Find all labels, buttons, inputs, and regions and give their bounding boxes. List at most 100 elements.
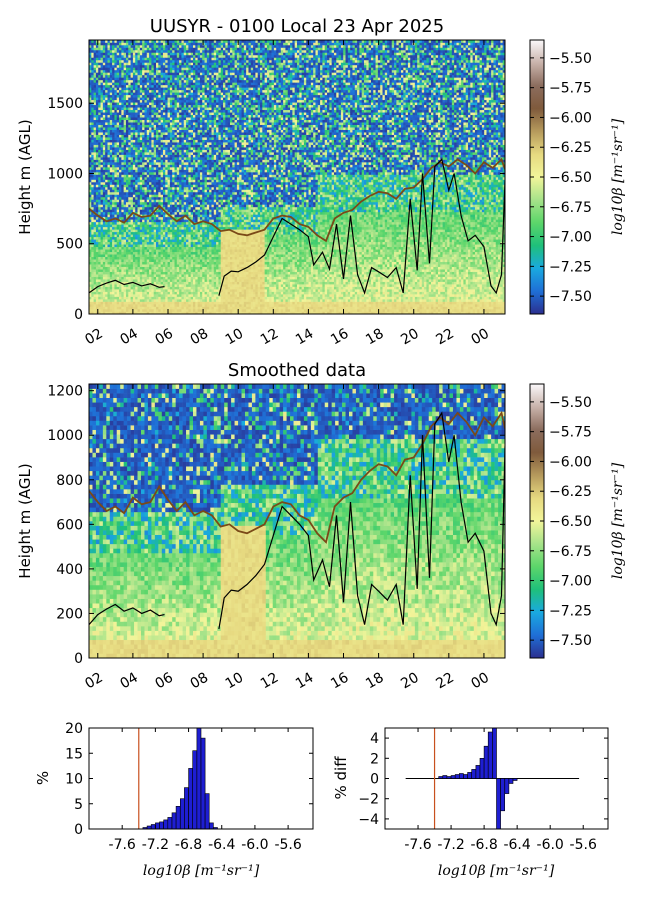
x-tick-label: -5.6 (274, 837, 301, 853)
x-tick-label: 12 (258, 670, 281, 693)
colorbar-tick-label: −7.25 (549, 603, 592, 619)
x-tick-label: -7.6 (109, 837, 136, 853)
x-tick-label: 16 (328, 326, 352, 349)
x-tick-label: -7.2 (437, 837, 464, 853)
histogram-bar (204, 793, 210, 830)
panel2-title: Smoothed data (228, 360, 366, 381)
colorbar-tick-label: −6.75 (549, 544, 592, 560)
histogram-bar (471, 769, 477, 779)
colorbar-tick-label: −7.25 (549, 259, 592, 275)
histogram-bar (458, 773, 464, 779)
colorbar-tick-label: −5.50 (549, 395, 592, 411)
panel2-ylabel: Height m (AGL) (16, 463, 34, 578)
y-tick-label: 0 (74, 651, 83, 667)
panel1-lines (89, 157, 505, 296)
histogram-bar (479, 757, 485, 779)
y-tick-label: 600 (56, 517, 83, 533)
histogram-bar (475, 765, 481, 779)
histogram-bar (450, 775, 456, 779)
x-tick-label: 20 (398, 670, 421, 693)
y-tick-label: 20 (65, 721, 83, 737)
panel1-colorbar-label: log10β [m⁻¹sr⁻¹] (610, 118, 626, 235)
colorbar-tick-label: −6.00 (549, 110, 592, 126)
x-tick-label: 02 (82, 670, 105, 693)
x-tick-label: 10 (223, 326, 246, 349)
histogram-bar (155, 822, 160, 830)
x-tick-label: 16 (328, 670, 352, 693)
y-tick-label: 1000 (47, 166, 83, 182)
histogram-bar (467, 772, 473, 779)
histogram-bar (454, 774, 460, 779)
histogram-bar (442, 775, 448, 779)
y-tick-label: 800 (56, 473, 83, 489)
panel1-frame (88, 39, 506, 315)
histogram-bar (483, 745, 489, 779)
colorbar-tick-label: −7.50 (549, 289, 592, 305)
colorbar-tick-label: −6.50 (549, 514, 592, 530)
difference-frame (384, 727, 609, 830)
x-tick-label: -6.4 (503, 837, 530, 853)
y-tick-label: 1000 (47, 428, 83, 444)
colorbar-tick-label: −6.75 (549, 200, 592, 216)
colorbar-tick-label: −7.00 (549, 230, 592, 246)
colorbar-tick-label: −5.75 (549, 425, 592, 441)
x-tick-label: -6.0 (537, 837, 564, 853)
boundary-layer-line (89, 158, 505, 296)
x-tick-label: -6.8 (470, 837, 497, 853)
x-tick-label: 22 (433, 326, 456, 349)
y-tick-label: −4 (358, 812, 379, 828)
x-tick-label: 20 (398, 326, 421, 349)
x-tick-label: 00 (468, 670, 491, 693)
aerosol-layer-line (89, 410, 505, 544)
colorbar-tick-label: −6.25 (549, 140, 592, 156)
histogram-bar (500, 778, 506, 812)
x-tick-label: 06 (153, 670, 177, 693)
x-tick-label: 04 (117, 670, 141, 693)
y-tick-label: 200 (56, 606, 83, 622)
y-tick-label: 0 (370, 772, 379, 788)
x-tick-label: 14 (293, 670, 317, 693)
x-tick-label: -7.2 (142, 837, 169, 853)
colorbar-tick-label: −6.50 (549, 170, 592, 186)
histogram-ylabel: % (34, 771, 52, 785)
colorbar-tick-label: −6.25 (549, 484, 592, 500)
x-tick-label: 08 (188, 670, 211, 693)
y-tick-label: 500 (56, 237, 83, 253)
histogram-bar (171, 812, 177, 830)
x-tick-label: 04 (117, 326, 141, 349)
x-tick-label: 06 (153, 326, 177, 349)
histogram-bar (504, 778, 510, 794)
histogram-bar (192, 750, 198, 830)
histogram-bar (496, 778, 501, 830)
histogram-bar (188, 768, 194, 830)
y-tick-label: −2 (358, 792, 379, 808)
histogram-bar (184, 787, 189, 830)
y-tick-label: 5 (74, 797, 83, 813)
histogram-bar (200, 737, 206, 830)
y-tick-label: 4 (370, 731, 379, 747)
x-tick-label: -5.6 (570, 837, 597, 853)
aerosol-layer-line (89, 157, 505, 243)
x-tick-label: 02 (82, 326, 105, 349)
y-tick-label: 0 (74, 307, 83, 323)
y-tick-label: 400 (56, 562, 83, 578)
colorbar-tick-label: −7.00 (549, 574, 592, 590)
x-tick-label: 18 (363, 670, 386, 693)
panel2-axes: 02 04 06 08 10 12 14 16 18 20 22 000200400600800100… (47, 384, 505, 693)
y-tick-label: 10 (65, 772, 83, 788)
panel1-title: UUSYR - 0100 Local 23 Apr 2025 (150, 16, 444, 37)
histogram-bar (167, 817, 173, 830)
x-tick-label: 18 (363, 326, 386, 349)
panel2-lines (89, 410, 505, 630)
histogram-bar (508, 778, 514, 784)
difference-ylabel: % diff (332, 756, 350, 800)
x-tick-label: 08 (188, 326, 211, 349)
histogram-xlabel: log10β [m⁻¹sr⁻¹] (143, 863, 260, 879)
panel1-heatmap (89, 40, 505, 314)
colorbar-tick-label: −6.00 (549, 454, 592, 470)
x-tick-label: -6.0 (241, 837, 268, 853)
histogram-bar (175, 805, 181, 830)
x-tick-label: 22 (433, 670, 456, 693)
panel2-frame (88, 383, 506, 659)
